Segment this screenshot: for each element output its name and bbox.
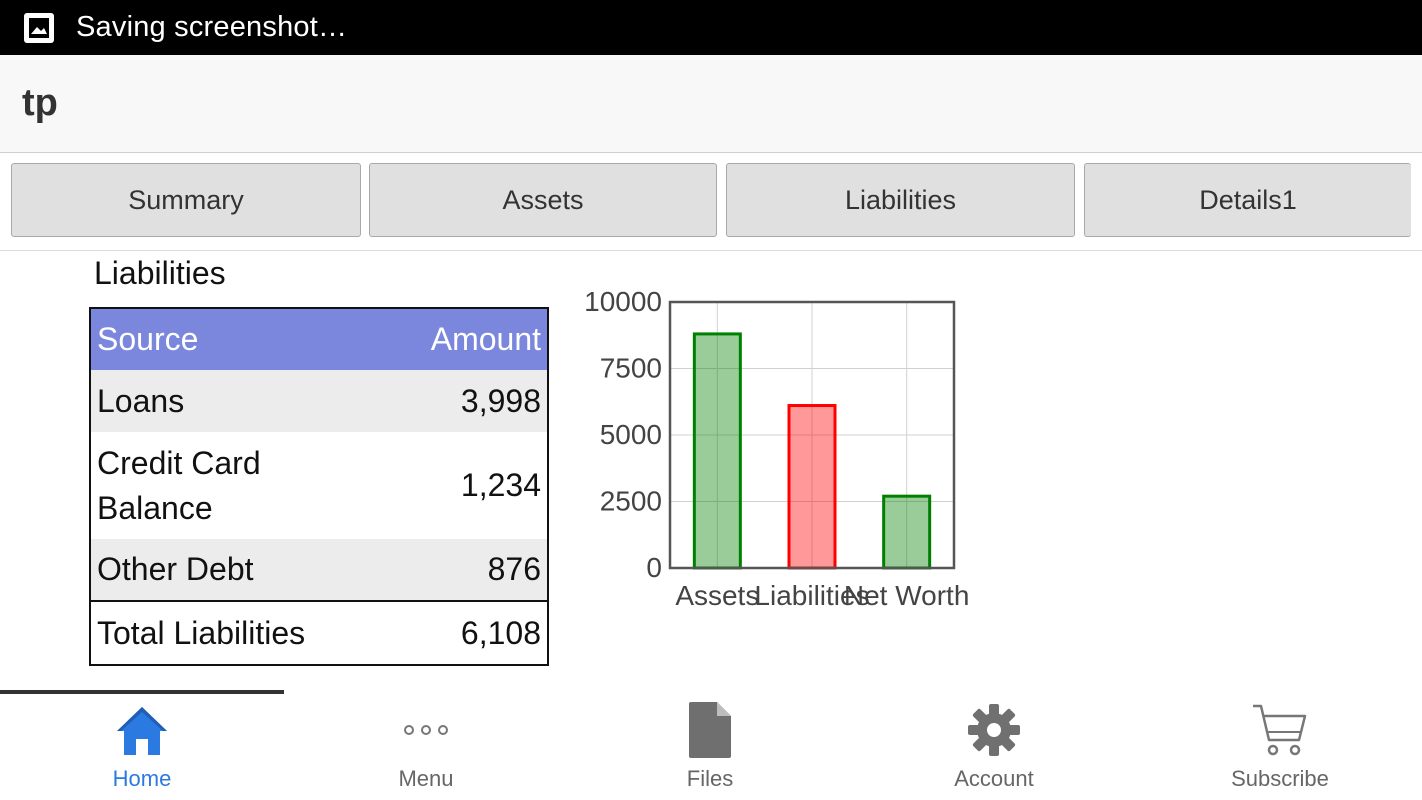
nav-account[interactable]: Account — [852, 694, 1136, 800]
home-icon — [115, 694, 169, 766]
status-text: Saving screenshot… — [76, 11, 348, 43]
more-icon — [401, 694, 451, 766]
row-source-line2: Balance — [97, 489, 213, 526]
nav-label: Subscribe — [1231, 766, 1329, 791]
nav-label: Menu — [398, 766, 454, 791]
bar-net-worth — [882, 494, 932, 570]
nav-files[interactable]: Files — [568, 694, 852, 800]
total-label: Total Liabilities — [90, 600, 385, 665]
x-tick-label: Net Worth — [844, 580, 970, 611]
tab-summary[interactable]: Summary — [11, 163, 361, 237]
liabilities-table: Source Amount Loans 3,998 Credit Card Ba… — [89, 307, 549, 666]
tab-liabilities[interactable]: Liabilities — [726, 163, 1075, 237]
app-bar: tp — [0, 55, 1422, 153]
nav-menu[interactable]: Menu — [284, 694, 568, 800]
nav-label: Home — [112, 766, 172, 791]
cart-icon — [1251, 694, 1309, 766]
x-tick-label: Liabilities — [754, 580, 869, 611]
table-row: Credit Card Balance 1,234 — [90, 432, 548, 539]
nav-label: Files — [686, 766, 734, 791]
file-icon — [687, 694, 733, 766]
row-amount: 1,234 — [384, 432, 548, 539]
row-amount: 3,998 — [384, 370, 548, 432]
gear-icon — [966, 694, 1022, 766]
nav-label: Account — [954, 766, 1034, 791]
y-tick-label: 10000 — [584, 286, 662, 317]
bar-assets — [692, 332, 742, 570]
y-tick-label: 5000 — [600, 419, 662, 450]
y-tick-label: 2500 — [600, 486, 662, 517]
column-header-source: Source — [90, 308, 385, 370]
bottom-navigation: Home Menu Files — [0, 694, 1422, 800]
tab-assets[interactable]: Assets — [369, 163, 717, 237]
tab-details1[interactable]: Details1 — [1084, 163, 1411, 237]
x-tick-label: Assets — [675, 580, 759, 611]
row-source: Credit Card Balance — [90, 432, 385, 539]
y-tick-label: 0 — [646, 552, 662, 583]
nav-home[interactable]: Home — [0, 694, 284, 800]
row-source: Other Debt — [90, 539, 385, 601]
active-tab-indicator — [0, 690, 284, 694]
row-source: Loans — [90, 370, 385, 432]
total-row: Total Liabilities 6,108 — [90, 600, 548, 665]
table-header-row: Source Amount — [90, 308, 548, 370]
image-icon — [24, 12, 54, 43]
section-title: Liabilities — [94, 255, 226, 291]
column-header-amount: Amount — [384, 308, 548, 370]
table-row: Other Debt 876 — [90, 539, 548, 601]
total-amount: 6,108 — [384, 600, 548, 665]
plot-border — [668, 300, 956, 570]
table-row: Loans 3,998 — [90, 370, 548, 432]
y-tick-label: 7500 — [600, 353, 662, 384]
tab-bar: Summary Assets Liabilities Details1 — [0, 153, 1422, 251]
row-source-line1: Credit Card — [97, 444, 261, 481]
app-title: tp — [22, 82, 58, 124]
row-amount: 876 — [384, 539, 548, 601]
status-bar: Saving screenshot… — [0, 0, 1422, 55]
nav-subscribe[interactable]: Subscribe — [1138, 694, 1422, 800]
bar-liabilities — [787, 404, 837, 570]
